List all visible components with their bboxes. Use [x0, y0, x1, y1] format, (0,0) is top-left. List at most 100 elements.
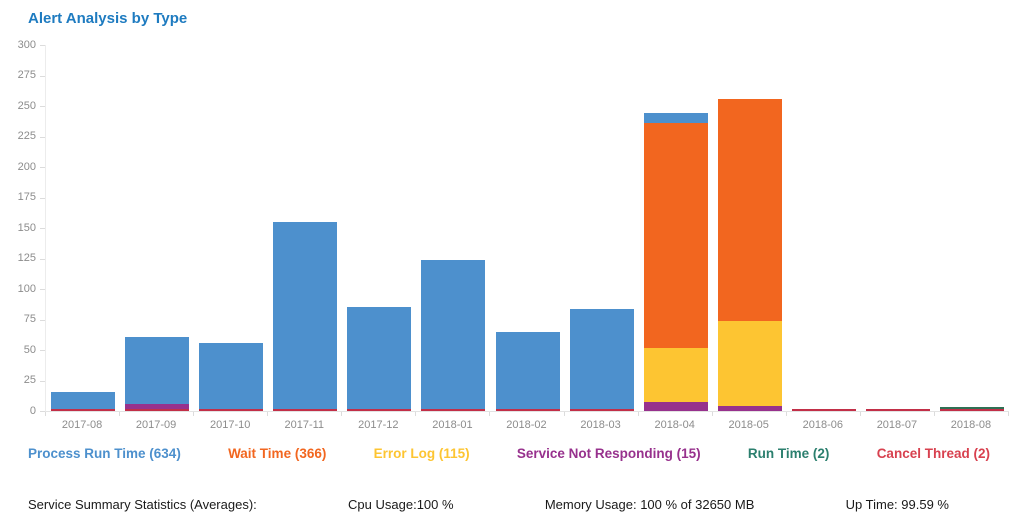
bar-2018-04[interactable] — [643, 113, 708, 411]
bar-segment-process_run_time[interactable] — [569, 308, 634, 409]
bar-2018-03[interactable] — [569, 308, 634, 411]
x-axis-label-2017-11: 2017-11 — [284, 419, 325, 431]
bar-2018-02[interactable] — [495, 332, 560, 411]
legend-item-error_log[interactable]: Error Log (115) — [373, 446, 470, 461]
x-axis-tick-mark — [933, 412, 935, 416]
bar-segment-process_run_time[interactable] — [347, 306, 412, 409]
y-axis-tick-mark — [40, 45, 45, 46]
bar-segment-error_log[interactable] — [717, 320, 782, 407]
bar-segment-process_run_time[interactable] — [421, 260, 486, 409]
bar-2018-08[interactable] — [939, 406, 1004, 411]
plot-area — [45, 45, 1009, 412]
bar-segment-cancel_thread[interactable] — [421, 409, 486, 411]
x-axis-label-2017-09: 2017-09 — [135, 419, 177, 431]
y-axis-tick-mark — [40, 380, 45, 382]
x-axis-tick-mark — [711, 412, 713, 416]
bar-segment-cancel_thread[interactable] — [51, 409, 116, 411]
bar-segment-process_run_time[interactable] — [199, 343, 264, 409]
bar-segment-cancel_thread[interactable] — [199, 409, 264, 411]
y-axis-tick-label: 150 — [17, 221, 36, 234]
bar-segment-service_not_responding[interactable] — [643, 402, 708, 411]
chart-legend: Process Run Time (634) Wait Time (366) Err… — [28, 446, 990, 461]
x-axis-tick-mark — [563, 412, 565, 416]
y-axis-tick-mark — [40, 197, 45, 199]
bar-2017-08[interactable] — [51, 391, 116, 411]
bar-segment-cancel_thread[interactable] — [569, 409, 634, 411]
bar-segment-process_run_time[interactable] — [273, 222, 338, 409]
x-axis-label-2018-08: 2018-08 — [950, 419, 992, 431]
y-axis-tick-mark — [40, 75, 45, 77]
bar-2017-12[interactable] — [347, 306, 412, 411]
y-axis-tick-mark — [40, 289, 45, 290]
y-axis-tick-label: 25 — [23, 374, 36, 386]
bar-2017-11[interactable] — [273, 222, 338, 411]
x-axis-tick-mark — [415, 412, 417, 416]
service-summary-stats-bar: Service Summary Statistics (Averages): C… — [28, 497, 949, 512]
bar-segment-run_time[interactable] — [939, 406, 1004, 409]
y-axis-tick-label: 300 — [17, 38, 36, 51]
bar-segment-service_not_responding[interactable] — [125, 404, 190, 409]
legend-item-cancel_thread[interactable]: Cancel Thread (2) — [876, 446, 990, 461]
y-axis-tick-mark — [40, 258, 45, 260]
y-axis-tick-mark — [40, 411, 45, 412]
x-axis-tick-mark — [1008, 412, 1009, 416]
x-axis-tick-mark — [341, 412, 343, 416]
x-axis-label-2018-01: 2018-01 — [432, 419, 473, 431]
legend-item-run_time[interactable]: Run Time (2) — [747, 446, 830, 461]
x-axis-label-2018-02: 2018-02 — [506, 419, 547, 431]
x-axis-label-2018-05: 2018-05 — [728, 419, 769, 431]
legend-item-wait_time[interactable]: Wait Time (366) — [228, 446, 327, 461]
bar-segment-cancel_thread[interactable] — [125, 409, 190, 411]
bar-2018-07[interactable] — [865, 409, 930, 411]
bar-segment-wait_time[interactable] — [643, 123, 708, 348]
bar-segment-cancel_thread[interactable] — [347, 409, 412, 411]
y-axis-tick-label: 225 — [17, 130, 36, 142]
x-axis-tick-mark — [489, 412, 491, 416]
bar-segment-cancel_thread[interactable] — [273, 409, 338, 411]
y-axis-tick-label: 200 — [17, 160, 36, 173]
x-axis-label-2017-12: 2017-12 — [358, 419, 399, 431]
x-axis-label-2018-03: 2018-03 — [580, 419, 621, 431]
bar-2018-05[interactable] — [717, 98, 782, 411]
bar-segment-process_run_time[interactable] — [643, 113, 708, 124]
bar-segment-service_not_responding[interactable] — [717, 406, 782, 411]
bar-segment-process_run_time[interactable] — [51, 391, 116, 409]
uptime-value: Up Time: 99.59 % — [845, 497, 949, 512]
y-axis-tick-mark — [40, 228, 45, 229]
x-axis-tick-mark — [45, 412, 46, 416]
x-axis-tick-mark — [637, 412, 639, 416]
chart-title: Alert Analysis by Type — [28, 10, 188, 27]
y-axis-tick-label: 100 — [17, 282, 36, 295]
y-axis-tick-label: 50 — [23, 343, 36, 356]
x-axis-label-2018-04: 2018-04 — [654, 419, 695, 431]
y-axis-tick-label: 175 — [17, 191, 36, 203]
bar-2018-01[interactable] — [421, 260, 486, 411]
bar-segment-error_log[interactable] — [643, 347, 708, 403]
cpu-usage-value: Cpu Usage:100 % — [348, 497, 454, 512]
bar-segment-cancel_thread[interactable] — [791, 409, 856, 411]
legend-item-service_not_responding[interactable]: Service Not Responding (15) — [516, 446, 701, 461]
bar-2017-09[interactable] — [125, 337, 190, 411]
bar-2018-06[interactable] — [791, 409, 856, 411]
legend-item-process_run_time[interactable]: Process Run Time (634) — [28, 446, 181, 461]
bar-segment-cancel_thread[interactable] — [939, 409, 1004, 411]
bar-2017-10[interactable] — [199, 343, 264, 411]
x-axis-tick-mark — [119, 412, 121, 416]
x-axis-label-2018-06: 2018-06 — [802, 419, 843, 431]
y-axis-tick-label: 125 — [17, 252, 36, 264]
y-axis-tick-label: 250 — [17, 99, 36, 112]
y-axis-tick-label: 75 — [23, 313, 36, 325]
x-axis-tick-mark — [859, 412, 861, 416]
x-axis-tick-mark — [193, 412, 195, 416]
x-axis-label-2018-07: 2018-07 — [876, 419, 918, 431]
x-axis-label-2017-08: 2017-08 — [61, 419, 103, 431]
bar-segment-process_run_time[interactable] — [125, 337, 190, 405]
y-axis-tick-mark — [40, 136, 45, 138]
x-axis-tick-mark — [267, 412, 269, 416]
memory-usage-value: Memory Usage: 100 % of 32650 MB — [544, 497, 755, 512]
x-axis-label-2017-10: 2017-10 — [209, 419, 251, 431]
bar-segment-wait_time[interactable] — [717, 98, 782, 321]
bar-segment-process_run_time[interactable] — [495, 332, 560, 409]
bar-segment-cancel_thread[interactable] — [495, 409, 560, 411]
bar-segment-cancel_thread[interactable] — [865, 409, 930, 411]
